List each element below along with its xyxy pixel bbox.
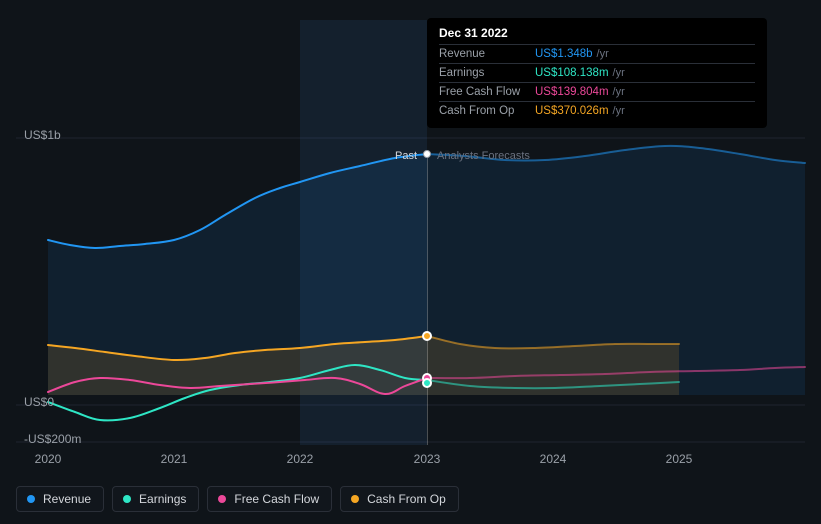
tooltip-metric-label: Free Cash Flow — [439, 86, 535, 98]
earnings-marker-icon — [422, 378, 432, 388]
legend-item-revenue[interactable]: Revenue — [16, 486, 104, 512]
legend-swatch-icon — [218, 495, 226, 503]
x-axis-tick-label: 2020 — [35, 452, 62, 466]
x-axis-tick-label: 2025 — [666, 452, 693, 466]
tooltip-metric-value: US$108.138m — [535, 67, 609, 79]
x-axis-tick-label: 2022 — [287, 452, 314, 466]
tooltip-metric-label: Cash From Op — [439, 105, 535, 117]
tooltip-row: RevenueUS$1.348b/yr — [439, 45, 755, 64]
x-axis-tick-label: 2023 — [414, 452, 441, 466]
legend-swatch-icon — [123, 495, 131, 503]
legend-item-cash_from_op[interactable]: Cash From Op — [340, 486, 459, 512]
tooltip-unit: /yr — [613, 105, 625, 117]
legend: Revenue Earnings Free Cash Flow Cash From O… — [16, 486, 459, 512]
legend-label: Revenue — [43, 492, 91, 506]
tooltip-metric-value: US$1.348b — [535, 48, 593, 60]
tooltip-metric-label: Earnings — [439, 67, 535, 79]
y-axis-tick-label: US$1b — [24, 128, 61, 142]
tooltip-date: Dec 31 2022 — [439, 26, 755, 45]
forecast-label: Analysts Forecasts — [437, 150, 530, 162]
legend-label: Free Cash Flow — [234, 492, 319, 506]
legend-item-free_cash_flow[interactable]: Free Cash Flow — [207, 486, 332, 512]
tooltip-row: Free Cash FlowUS$139.804m/yr — [439, 83, 755, 102]
legend-swatch-icon — [351, 495, 359, 503]
tooltip-unit: /yr — [613, 67, 625, 79]
past-forecast-divider — [427, 150, 428, 445]
chart-tooltip: Dec 31 2022 RevenueUS$1.348b/yrEarningsU… — [427, 18, 767, 128]
tooltip-metric-label: Revenue — [439, 48, 535, 60]
legend-label: Earnings — [139, 492, 186, 506]
y-axis-tick-label: US$0 — [24, 395, 54, 409]
legend-label: Cash From Op — [367, 492, 446, 506]
legend-item-earnings[interactable]: Earnings — [112, 486, 199, 512]
tooltip-row: Cash From OpUS$370.026m/yr — [439, 102, 755, 120]
financials-chart: US$1b US$0 -US$200m 2020 2021 2022 2023 2024 20… — [0, 0, 821, 524]
tooltip-unit: /yr — [613, 86, 625, 98]
x-axis-tick-label: 2021 — [161, 452, 188, 466]
past-label: Past — [395, 150, 417, 162]
tooltip-metric-value: US$139.804m — [535, 86, 609, 98]
y-axis-tick-label: -US$200m — [24, 432, 81, 446]
cash_from_op-marker-icon — [422, 331, 432, 341]
tooltip-unit: /yr — [597, 48, 609, 60]
divider-marker-icon — [423, 150, 431, 158]
legend-swatch-icon — [27, 495, 35, 503]
x-axis-tick-label: 2024 — [540, 452, 567, 466]
tooltip-metric-value: US$370.026m — [535, 105, 609, 117]
tooltip-row: EarningsUS$108.138m/yr — [439, 64, 755, 83]
